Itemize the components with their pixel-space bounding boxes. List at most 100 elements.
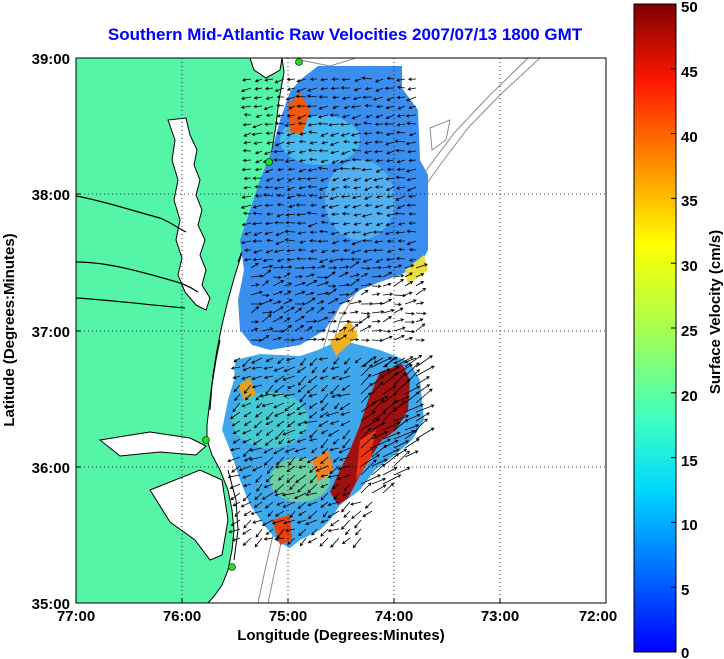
velocity-arrow: [371, 368, 391, 377]
velocity-arrow: [332, 177, 340, 182]
velocity-arrow: [341, 212, 351, 216]
velocity-arrow: [395, 130, 406, 135]
velocity-arrow: [230, 492, 241, 501]
chesapeake-bay: [167, 117, 211, 311]
velocity-arrow: [350, 501, 362, 506]
velocity-arrow: [342, 185, 351, 189]
velocity-arrow: [338, 334, 348, 341]
velocity-arrow: [318, 258, 329, 264]
velocity-arrow: [331, 77, 340, 81]
velocity-arrow: [321, 447, 329, 455]
velocity-arrow: [316, 316, 329, 323]
velocity-arrow: [320, 393, 329, 404]
colorbar-tick-label: 15: [681, 453, 698, 470]
velocity-arrow: [349, 300, 363, 305]
velocity-arrow: [286, 186, 296, 191]
velocity-arrow: [364, 501, 373, 509]
velocity-arrow: [415, 311, 427, 316]
velocity-arrow: [404, 424, 420, 431]
velocity-arrow: [406, 229, 417, 234]
velocity-arrow: [353, 222, 362, 226]
velocity-arrow: [306, 211, 318, 215]
velocity-arrow: [331, 159, 340, 164]
velocity-arrow: [253, 420, 263, 429]
velocity-arrow: [337, 465, 351, 471]
velocity-arrow: [404, 403, 424, 413]
velocity-arrow: [393, 274, 405, 278]
velocity-arrow: [297, 177, 307, 181]
velocity-arrow: [321, 204, 329, 209]
high-speed-mid-rim: [330, 320, 358, 356]
velocity-arrow: [342, 438, 351, 449]
velocity-arrow: [265, 474, 274, 483]
velocity-arrow: [252, 519, 263, 524]
velocity-arrow: [364, 86, 373, 91]
velocity-arrow: [371, 381, 384, 395]
velocity-arrow: [264, 501, 274, 509]
velocity-arrow: [330, 222, 340, 226]
velocity-arrow: [250, 320, 260, 324]
velocity-arrow: [334, 402, 340, 410]
velocity-arrow: [284, 229, 296, 234]
velocity-arrow: [273, 149, 285, 154]
velocity-arrow: [318, 357, 329, 361]
velocity-arrow: [342, 114, 351, 119]
velocity-arrow: [277, 474, 285, 481]
velocity-arrow: [365, 114, 373, 119]
velocity-arrow: [274, 220, 285, 225]
velocity-arrow: [309, 141, 318, 145]
velocity-arrow: [360, 446, 374, 458]
velocity-arrow: [297, 114, 307, 120]
velocity-arrow: [255, 393, 263, 401]
velocity-arrow: [404, 354, 423, 368]
velocity-arrow: [307, 114, 318, 118]
velocity-arrow: [254, 167, 263, 172]
velocity-arrow: [255, 474, 263, 483]
velocity-arrow: [311, 528, 318, 536]
velocity-arrow: [338, 265, 350, 269]
velocity-arrow: [362, 95, 373, 99]
velocity-arrow: [371, 463, 386, 476]
velocity-arrow: [404, 357, 417, 364]
colorbar-tick-label: 25: [681, 323, 698, 340]
velocity-arrow: [393, 378, 411, 395]
velocity-arrow: [338, 375, 351, 381]
velocity-arrow: [320, 213, 329, 217]
velocity-arrow: [320, 249, 329, 254]
velocity-arrow: [339, 402, 351, 411]
colorbar-tick-label: 45: [681, 64, 698, 81]
velocity-arrow: [308, 402, 318, 409]
velocity-arrow: [349, 273, 360, 278]
velocity-arrow: [350, 257, 362, 262]
velocity-arrow: [277, 167, 285, 172]
velocity-arrow: [330, 384, 340, 395]
velocity-arrow: [373, 177, 384, 182]
velocity-arrow: [375, 168, 384, 173]
velocity-arrow: [240, 96, 252, 100]
velocity-arrow: [349, 261, 360, 269]
velocity-arrow: [339, 166, 351, 171]
velocity-arrow: [327, 284, 337, 288]
velocity-arrow: [415, 388, 433, 404]
velocity-arrow: [397, 247, 406, 252]
velocity-arrow: [299, 429, 307, 434]
velocity-arrow: [276, 202, 285, 207]
radar-sites: [202, 58, 303, 571]
velocity-arrow: [263, 447, 274, 454]
velocity-arrow: [353, 213, 362, 217]
velocity-arrow: [408, 221, 417, 225]
velocity-arrow: [265, 113, 274, 118]
velocity-arrow: [360, 392, 372, 404]
velocity-arrow: [299, 132, 307, 136]
velocity-arrow: [349, 288, 359, 296]
velocity-arrow: [408, 105, 417, 110]
velocity-arrow: [284, 159, 296, 163]
velocity-arrow: [371, 292, 381, 297]
velocity-arrow: [231, 537, 241, 542]
velocity-arrow: [286, 438, 296, 444]
velocity-arrow: [242, 429, 252, 435]
velocity-arrow: [404, 429, 418, 440]
velocity-arrow: [243, 185, 252, 190]
velocity-arrow: [295, 203, 307, 207]
y-axis-ticks: 39:00 38:00 37:00 36:00 35:00: [32, 51, 70, 613]
